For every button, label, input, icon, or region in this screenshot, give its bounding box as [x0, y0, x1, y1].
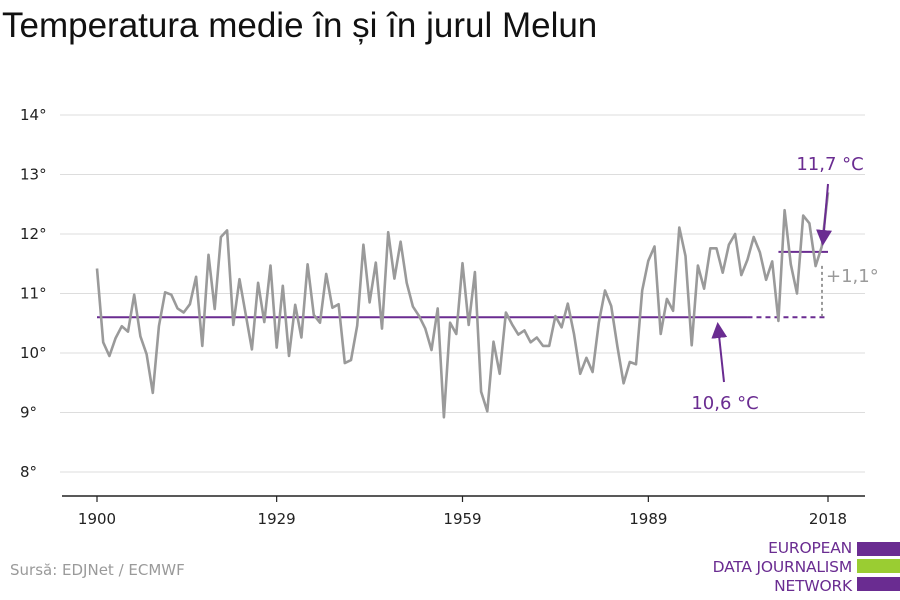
baseline-mean-label: 10,6 °C: [691, 393, 758, 414]
y-tick-label: 8°: [20, 463, 37, 481]
logo-line-1: EUROPEAN: [768, 539, 852, 557]
logo-bar-purple-top: [857, 542, 900, 556]
recent-mean-label: 11,7 °C: [796, 154, 863, 175]
x-tick-label: 1929: [258, 510, 296, 528]
x-tick-label: 1900: [78, 510, 116, 528]
y-tick-label: 9°: [20, 404, 37, 422]
x-tick-label: 2018: [809, 510, 847, 528]
y-tick-label: 14°: [20, 106, 47, 124]
source-credit: Sursă: EDJNet / ECMWF: [10, 561, 185, 579]
logo-line-2: DATA JOURNALISM: [712, 558, 853, 576]
difference-label: +1,1°: [826, 266, 879, 287]
y-tick-label: 10°: [20, 344, 47, 362]
baseline-mean-arrow: [711, 322, 728, 383]
logo-bar-purple-bottom: [857, 577, 900, 591]
y-tick-label: 11°: [20, 285, 47, 303]
x-tick-label: 1959: [443, 510, 481, 528]
y-tick-label: 12°: [20, 225, 47, 243]
logo-bar-green: [857, 559, 900, 573]
logo-line-3: NETWORK: [774, 577, 852, 595]
edjnet-logo: EUROPEAN DATA JOURNALISM NETWORK: [700, 528, 900, 598]
temperature-series-line: [95, 192, 830, 419]
recent-mean-arrow: [816, 183, 833, 246]
y-tick-label: 13°: [20, 166, 47, 184]
x-tick-label: 1989: [629, 510, 667, 528]
chart-title: Temperatura medie în și în jurul Melun: [2, 6, 598, 45]
